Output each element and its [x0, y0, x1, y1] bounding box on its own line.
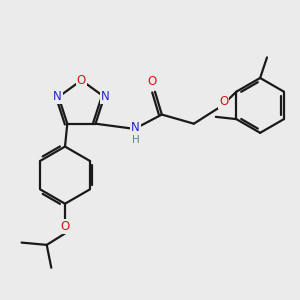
Text: O: O	[60, 220, 70, 233]
Text: H: H	[132, 135, 140, 145]
Text: O: O	[147, 75, 156, 88]
Text: O: O	[219, 95, 228, 109]
Text: N: N	[131, 121, 140, 134]
Text: N: N	[53, 90, 62, 104]
Text: N: N	[101, 90, 110, 104]
Text: O: O	[77, 74, 86, 87]
